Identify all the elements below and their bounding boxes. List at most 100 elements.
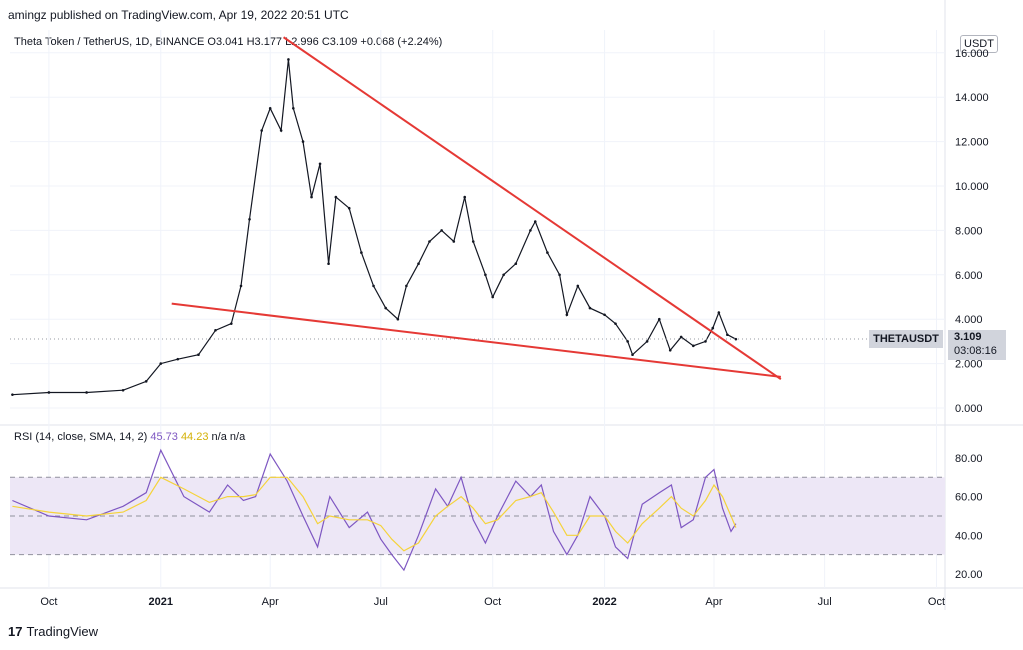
ticker-badge: THETAUSDT	[869, 330, 943, 348]
price-point	[347, 206, 351, 210]
price-point	[491, 295, 494, 299]
price-point	[229, 322, 233, 325]
price-point	[428, 240, 431, 243]
price-point	[47, 391, 51, 394]
ohlc-low: L2.996	[285, 36, 319, 48]
footer-brand[interactable]: 17 TradingView	[8, 624, 98, 639]
time-tick-label: Oct	[928, 596, 945, 608]
price-tick-label: 6.000	[955, 270, 983, 282]
price-tick-label: 10.000	[955, 181, 989, 193]
symbol-name: Theta Token / TetherUS, 1D, BINANCE	[14, 36, 205, 48]
price-point	[576, 284, 580, 288]
price-point	[159, 362, 163, 365]
price-point	[417, 262, 420, 266]
last-price: 3.109	[954, 331, 982, 343]
price-tick-label: 0.000	[955, 403, 983, 415]
bar-countdown: 03:08:16	[954, 345, 997, 357]
price-point	[287, 58, 290, 61]
price-point	[726, 333, 729, 337]
price-point	[452, 240, 456, 243]
price-point	[318, 162, 322, 166]
price-point	[384, 306, 388, 310]
price-point	[214, 329, 217, 332]
price-point	[144, 380, 148, 383]
rsi-series-sma	[12, 476, 737, 552]
price-point	[260, 129, 263, 132]
time-tick-label: Oct	[484, 596, 501, 608]
tradingview-logo-icon: 17	[8, 624, 23, 639]
price-point	[471, 240, 475, 243]
rsi-legend: RSI (14, close, SMA, 14, 2) 45.73 44.23 …	[14, 431, 245, 443]
rsi-tick-label: 20.00	[955, 569, 983, 581]
ohlc-high: H3.177	[246, 36, 283, 48]
price-point	[533, 220, 537, 223]
price-point	[631, 353, 634, 357]
price-point	[502, 273, 505, 277]
rsi-tick-label: 80.00	[955, 453, 983, 465]
price-point	[734, 337, 738, 341]
time-tick-label: 2021	[149, 596, 173, 608]
price-point	[279, 129, 283, 132]
ohlc-open: O3.041	[207, 36, 244, 48]
ohlc-change: +0.068 (+2.24%)	[360, 36, 443, 48]
rsi-na-2: n/a	[229, 431, 246, 443]
price-point	[291, 107, 295, 110]
time-tick-label: Jul	[374, 596, 388, 608]
price-series-line	[12, 59, 737, 396]
rsi-na-1: n/a	[211, 431, 227, 443]
price-point	[121, 388, 125, 392]
price-tick-label: 8.000	[955, 225, 983, 237]
time-tick-label: Apr	[705, 596, 722, 608]
price-point	[268, 107, 272, 110]
price-point	[704, 340, 707, 343]
time-tick-label: Apr	[262, 596, 279, 608]
price-point	[440, 229, 443, 232]
price-point	[327, 262, 330, 266]
tradingview-brand-label: TradingView	[26, 624, 99, 639]
price-tick-label: 2.000	[955, 359, 983, 371]
price-point	[301, 140, 305, 143]
time-tick-label: Oct	[40, 596, 57, 608]
trendline-lower	[171, 302, 781, 378]
price-point	[565, 313, 569, 317]
price-point	[484, 273, 487, 277]
price-point	[603, 313, 606, 317]
last-price-tag: 3.109 03:08:16	[948, 330, 1006, 360]
price-point	[396, 317, 400, 321]
price-point	[463, 195, 467, 199]
price-point	[11, 393, 14, 396]
price-point	[529, 229, 532, 232]
currency-button[interactable]: USDT	[960, 35, 998, 53]
price-point	[514, 262, 518, 266]
price-point	[626, 340, 629, 343]
price-point	[645, 340, 649, 343]
time-tick-label: 2022	[592, 596, 616, 608]
trendline-upper	[283, 36, 782, 380]
price-point	[360, 251, 363, 254]
rsi-sma-value: 44.23	[180, 431, 209, 443]
price-point	[717, 311, 721, 314]
price-point	[588, 306, 592, 310]
rsi-value: 45.73	[150, 431, 178, 443]
rsi-band-fill	[10, 477, 945, 555]
price-point	[668, 348, 672, 352]
price-point	[692, 344, 695, 348]
price-point	[558, 273, 561, 277]
time-tick-label: Jul	[818, 596, 832, 608]
price-point	[372, 284, 375, 288]
rsi-series-rsi	[12, 448, 737, 572]
price-point	[546, 251, 549, 254]
price-tick-label: 12.000	[955, 137, 989, 149]
price-point	[657, 317, 661, 321]
price-point	[310, 195, 313, 199]
price-point	[679, 335, 683, 339]
price-point	[176, 357, 180, 361]
symbol-legend: Theta Token / TetherUS, 1D, BINANCE O3.0…	[14, 36, 442, 48]
price-point	[248, 218, 251, 221]
price-point	[85, 391, 88, 394]
price-point	[239, 284, 243, 288]
rsi-label: RSI (14, close, SMA, 14, 2)	[14, 431, 148, 443]
price-point	[334, 195, 338, 199]
rsi-tick-label: 40.00	[955, 530, 983, 542]
